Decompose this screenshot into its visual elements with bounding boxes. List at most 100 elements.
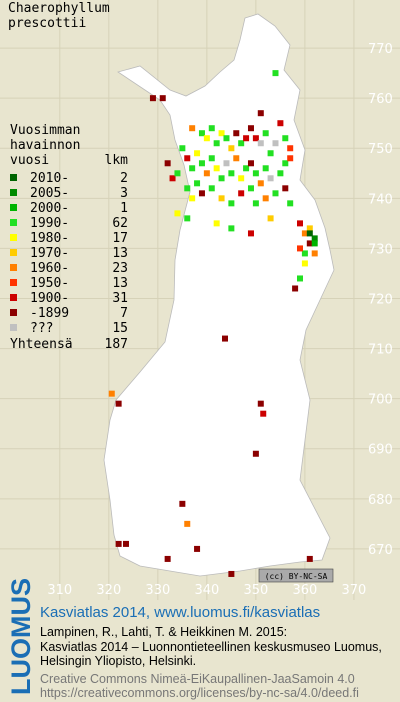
observation xyxy=(243,135,250,142)
observation xyxy=(149,95,156,102)
x-tick-label: 330 xyxy=(145,583,170,598)
legend-swatch xyxy=(10,264,17,271)
observation xyxy=(282,135,289,142)
observation xyxy=(189,165,196,172)
observation xyxy=(297,245,303,252)
observation xyxy=(301,250,308,257)
total-label: Yhteensä xyxy=(10,337,73,352)
observation xyxy=(257,400,264,407)
finland-outline xyxy=(103,13,335,577)
legend-swatch xyxy=(10,219,17,226)
observation xyxy=(247,160,254,167)
observation xyxy=(247,185,254,192)
legend-heading: havainnon xyxy=(10,138,80,153)
observation xyxy=(252,450,259,457)
observation xyxy=(189,125,196,132)
observation xyxy=(174,170,181,177)
legend-swatch xyxy=(10,279,17,286)
observation xyxy=(223,135,230,142)
y-tick-label: 730 xyxy=(368,242,393,257)
observation xyxy=(297,220,303,227)
legend-count: 13 xyxy=(112,276,128,291)
observation xyxy=(189,195,196,202)
observation xyxy=(247,125,254,132)
observation xyxy=(218,175,225,182)
count-heading: lkm xyxy=(105,153,129,168)
observation xyxy=(174,210,181,217)
y-tick-label: 670 xyxy=(368,543,393,558)
legend-count: 1 xyxy=(120,201,128,216)
observation xyxy=(287,145,294,152)
observation xyxy=(233,130,240,137)
observation xyxy=(164,160,171,167)
observation xyxy=(228,225,235,232)
legend-count: 3 xyxy=(120,186,128,201)
observation xyxy=(198,190,205,197)
legend-swatch xyxy=(10,234,17,241)
y-tick-label: 690 xyxy=(368,443,393,458)
observation xyxy=(311,235,318,242)
observation xyxy=(252,135,259,142)
observation xyxy=(184,520,191,527)
cc-badge-text[interactable]: (cc) BY-NC-SA xyxy=(265,572,328,581)
cc-badge[interactable] xyxy=(258,568,334,583)
observation xyxy=(208,155,215,162)
observation xyxy=(267,175,274,182)
citation: Helsingin Yliopisto, Helsinki. xyxy=(40,654,196,668)
observation xyxy=(218,130,225,137)
observation xyxy=(169,175,176,182)
headline[interactable]: Kasviatlas 2014, www.luomus.fi/kasviatla… xyxy=(40,604,320,621)
observation xyxy=(228,145,235,152)
legend-swatch xyxy=(10,294,17,301)
license-url[interactable]: https://creativecommons.org/licenses/by-… xyxy=(40,686,359,700)
y-tick-label: 770 xyxy=(368,42,393,57)
observation xyxy=(297,275,303,282)
observation xyxy=(238,175,245,182)
observation xyxy=(159,95,166,102)
y-tick-label: 680 xyxy=(368,493,393,508)
x-tick-label: 360 xyxy=(292,583,317,598)
x-tick-label: 370 xyxy=(342,583,367,598)
legend-swatch xyxy=(10,249,17,256)
observation xyxy=(208,185,215,192)
observation xyxy=(213,165,220,172)
legend-label: 1980- xyxy=(30,231,69,246)
x-tick-label: 310 xyxy=(47,583,72,598)
observation xyxy=(213,140,220,147)
legend-label: 1960- xyxy=(30,261,69,276)
observation xyxy=(252,200,259,207)
observation xyxy=(262,130,269,137)
observation xyxy=(184,185,191,192)
observation xyxy=(306,230,313,237)
observation xyxy=(306,225,313,232)
observation xyxy=(218,195,225,202)
legend-label: 1950- xyxy=(30,276,69,291)
observation xyxy=(311,250,318,257)
observation xyxy=(277,120,284,127)
legend-count: 31 xyxy=(112,291,128,306)
observation xyxy=(257,110,264,117)
observation xyxy=(257,180,264,187)
legend-count: 17 xyxy=(112,231,128,246)
observation xyxy=(213,220,220,227)
observation xyxy=(194,545,201,552)
observation xyxy=(247,230,254,237)
legend-label: -1899 xyxy=(30,306,69,321)
observation xyxy=(194,150,201,157)
observation xyxy=(184,215,191,222)
legend-count: 13 xyxy=(112,246,128,261)
observation xyxy=(306,240,313,247)
legend-count: 7 xyxy=(120,306,128,321)
legend-swatch xyxy=(10,309,17,316)
observation xyxy=(243,165,250,172)
legend-swatch xyxy=(10,189,17,196)
observation xyxy=(262,195,269,202)
total: 187 xyxy=(105,337,128,352)
legend-label: 2005- xyxy=(30,186,69,201)
observation xyxy=(198,130,205,137)
observation xyxy=(272,140,279,147)
observation xyxy=(272,70,279,77)
observation xyxy=(267,215,274,222)
citation: Kasviatlas 2014 – Luonnontieteellinen ke… xyxy=(40,640,382,654)
legend-label: 1990- xyxy=(30,216,69,231)
